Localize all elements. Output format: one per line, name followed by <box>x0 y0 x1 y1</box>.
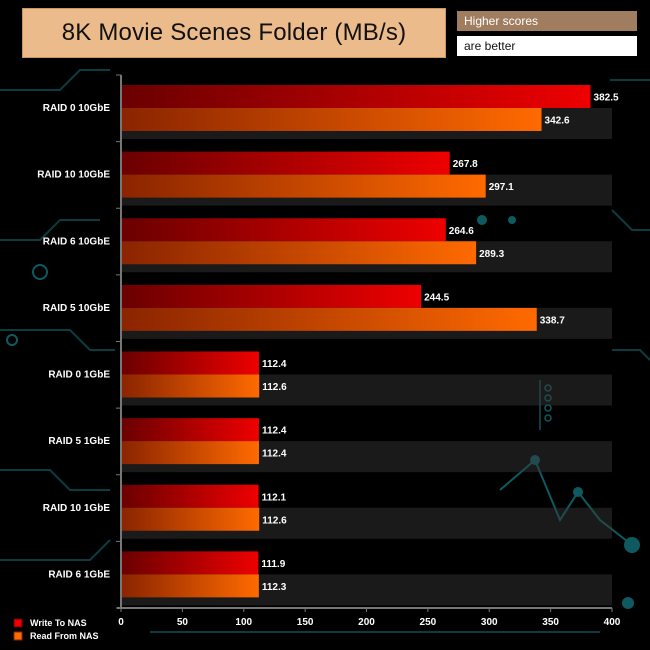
category-label-raid-5-1gbe: RAID 5 1GbE <box>48 436 110 447</box>
bar-read-raid-5-10gbe <box>121 307 537 331</box>
category-label-raid-0-10gbe: RAID 0 10GbE <box>43 103 111 114</box>
category-label-raid-6-1gbe: RAID 6 1GbE <box>48 569 110 580</box>
x-tick-label-150: 150 <box>297 617 314 628</box>
value-label-write-raid-10-10gbe: 267.8 <box>453 159 478 170</box>
legend-label-write: Write To NAS <box>30 618 87 628</box>
bar-read-raid-5-1gbe <box>121 441 259 465</box>
x-tick-label-350: 350 <box>542 617 559 628</box>
legend-swatch-write <box>13 618 23 628</box>
value-label-write-raid-6-1gbe: 111.9 <box>261 559 285 570</box>
value-label-write-raid-10-1gbe: 112.1 <box>262 492 287 503</box>
bar-read-raid-0-10gbe <box>121 108 542 131</box>
legend: Write To NAS Read From NAS <box>13 618 99 641</box>
bar-write-raid-0-1gbe <box>121 351 259 375</box>
bar-read-raid-10-10gbe <box>121 174 486 198</box>
bar-write-raid-5-10gbe <box>121 284 422 308</box>
x-tick-label-50: 50 <box>177 617 189 628</box>
category-label-raid-5-10gbe: RAID 5 10GbE <box>43 303 111 314</box>
bar-write-raid-6-10gbe <box>121 218 446 242</box>
category-label-raid-10-1gbe: RAID 10 1GbE <box>43 503 111 514</box>
value-label-write-raid-5-1gbe: 112.4 <box>262 426 287 437</box>
value-label-read-raid-5-1gbe: 112.4 <box>262 449 287 460</box>
bar-read-raid-10-1gbe <box>121 507 260 531</box>
are-better-note: are better <box>457 36 637 56</box>
bar-read-raid-0-1gbe <box>121 374 260 398</box>
value-label-write-raid-0-1gbe: 112.4 <box>262 359 287 370</box>
value-label-read-raid-5-10gbe: 338.7 <box>540 315 565 326</box>
bar-write-raid-5-1gbe <box>121 418 259 442</box>
bar-read-raid-6-1gbe <box>121 574 259 598</box>
higher-scores-note: Higher scores <box>457 11 637 31</box>
x-tick-label-300: 300 <box>481 617 498 628</box>
x-tick-label-0: 0 <box>118 617 124 628</box>
x-tick-label-200: 200 <box>358 617 375 628</box>
x-tick-label-400: 400 <box>604 617 621 628</box>
category-labels: RAID 0 10GbE RAID 10 10GbE RAID 6 10GbE RAI… <box>37 103 110 580</box>
bars <box>121 85 591 598</box>
value-label-write-raid-0-10gbe: 382.5 <box>594 93 619 104</box>
value-label-read-raid-10-10gbe: 297.1 <box>489 182 514 193</box>
legend-swatch-read <box>13 631 23 641</box>
bar-write-raid-10-10gbe <box>121 151 450 175</box>
x-tick-label-250: 250 <box>420 617 437 628</box>
bar-write-raid-0-10gbe <box>121 85 591 108</box>
value-label-read-raid-6-10gbe: 289.3 <box>479 249 504 260</box>
category-label-raid-6-10gbe: RAID 6 10GbE <box>43 236 111 247</box>
category-label-raid-10-10gbe: RAID 10 10GbE <box>37 170 110 181</box>
bar-write-raid-6-1gbe <box>121 551 259 575</box>
bar-write-raid-10-1gbe <box>121 484 259 508</box>
chart-title: 8K Movie Scenes Folder (MB/s) <box>22 8 446 58</box>
value-labels: 382.5 342.6 267.8 297.1 264.6 289.3 244.5 338.7… <box>261 93 619 593</box>
value-label-read-raid-0-1gbe: 112.6 <box>262 382 287 393</box>
x-tick-label-100: 100 <box>235 617 252 628</box>
circuit-background <box>0 69 650 633</box>
legend-label-read: Read From NAS <box>30 631 99 641</box>
bar-read-raid-6-10gbe <box>121 241 477 265</box>
category-label-raid-0-1gbe: RAID 0 1GbE <box>48 370 110 381</box>
x-axis: 0 50 100 150 200 250 300 350 400 <box>116 74 621 628</box>
value-label-write-raid-6-10gbe: 264.6 <box>449 226 474 237</box>
value-label-read-raid-0-10gbe: 342.6 <box>545 116 570 127</box>
value-label-read-raid-6-1gbe: 112.3 <box>262 582 287 593</box>
value-label-write-raid-5-10gbe: 244.5 <box>424 292 449 303</box>
value-label-read-raid-10-1gbe: 112.6 <box>262 515 287 526</box>
